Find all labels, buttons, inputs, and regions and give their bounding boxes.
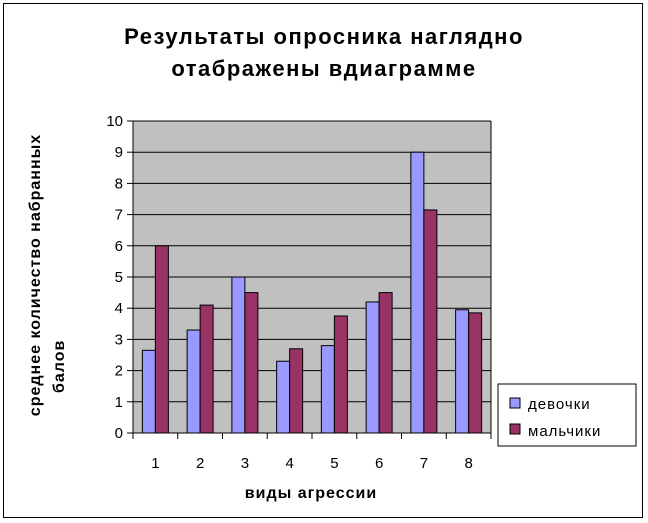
legend-label-boys: мальчики: [528, 423, 601, 440]
y-tick-label-3: 3: [115, 331, 123, 348]
x-tick-label-4: 4: [285, 455, 293, 472]
x-tick-label-5: 5: [330, 455, 338, 472]
bar-series1-3: [244, 292, 259, 434]
y-tick-label-9: 9: [115, 144, 123, 161]
bar-series0-6: [365, 301, 380, 434]
axes: [127, 120, 492, 439]
bar-series0-3: [231, 276, 246, 434]
bar-series1-5: [333, 315, 348, 434]
bar-series0-5: [320, 345, 335, 434]
legend-label-girls: девочки: [528, 396, 591, 413]
y-tick-label-5: 5: [115, 269, 123, 286]
bars: [141, 151, 483, 434]
bar-series0-4: [276, 360, 291, 434]
y-axis-title-line-2: балов: [51, 340, 68, 393]
bar-series1-1: [154, 245, 169, 434]
y-axis-title: среднее количество набранных балов: [27, 134, 68, 416]
legend: девочки мальчики: [497, 383, 637, 447]
y-tick-label-7: 7: [115, 207, 123, 224]
bar-series0-1: [141, 349, 156, 434]
legend-swatch-boys: [509, 423, 521, 435]
bar-series1-7: [423, 209, 438, 434]
bar-series1-8: [468, 312, 483, 434]
bar-series1-2: [199, 304, 214, 434]
x-tick-label-8: 8: [464, 455, 472, 472]
x-tick-label-2: 2: [196, 455, 204, 472]
legend-swatch-girls: [509, 397, 521, 409]
y-tick-label-2: 2: [115, 363, 123, 380]
chart-title-line-1: Результаты опросника наглядно: [124, 24, 524, 49]
y-tick-label-8: 8: [115, 175, 123, 192]
legend-box: [497, 383, 637, 447]
x-tick-labels: 1 2 3 4 5 6 7 8: [151, 455, 473, 472]
chart-title-line-2: отабражены вдиаграмме: [171, 56, 476, 81]
x-tick-label-1: 1: [151, 455, 159, 472]
bar-series0-8: [455, 309, 470, 434]
y-tick-label-10: 10: [106, 113, 123, 130]
y-axis-title-line-1: среднее количество набранных: [27, 134, 44, 416]
x-axis-title: виды агрессии: [245, 485, 377, 502]
y-tick-label-1: 1: [115, 394, 123, 411]
bar-series0-2: [186, 329, 201, 434]
y-tick-labels: 0 1 2 3 4 5 6 7 8 9 10: [106, 113, 123, 442]
y-tick-label-0: 0: [115, 425, 123, 442]
x-tick-label-6: 6: [375, 455, 383, 472]
x-tick-label-7: 7: [420, 455, 428, 472]
y-tick-label-4: 4: [115, 300, 123, 317]
x-tick-label-3: 3: [241, 455, 249, 472]
bar-series0-7: [410, 151, 425, 434]
bar-series1-6: [378, 292, 393, 434]
y-tick-label-6: 6: [115, 238, 123, 255]
bar-series1-4: [289, 348, 304, 434]
